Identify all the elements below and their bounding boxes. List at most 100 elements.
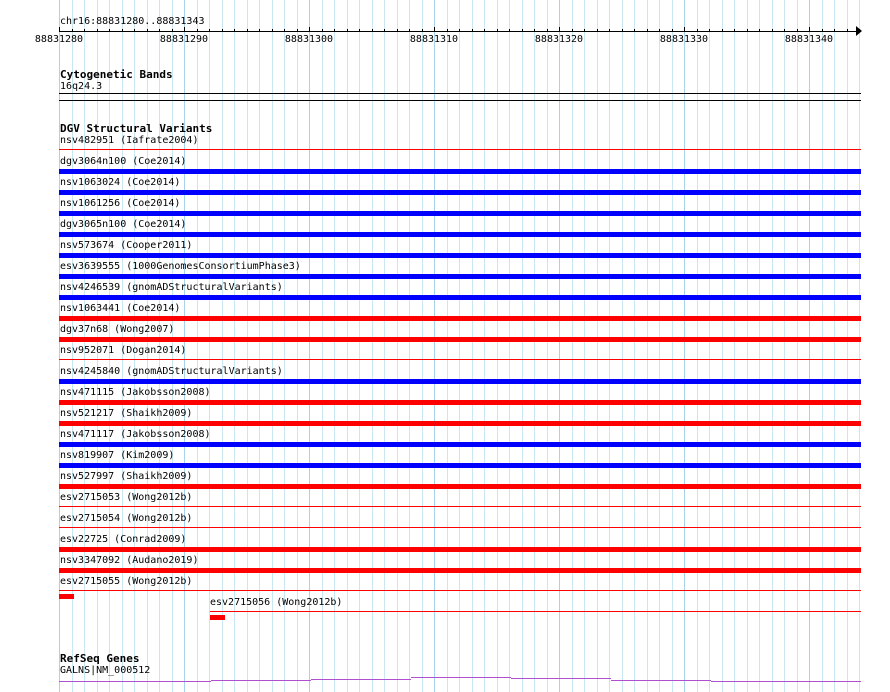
variant-bar[interactable]: [59, 295, 861, 300]
minor-tick: [546, 29, 548, 32]
cytoband-track-title[interactable]: Cytogenetic Bands: [60, 68, 173, 81]
minor-tick: [296, 29, 298, 32]
minor-tick: [634, 29, 635, 32]
gene-segment[interactable]: [511, 678, 611, 679]
variant-label[interactable]: dgv3065n100 (Coe2014): [60, 219, 187, 230]
grid-line: [234, 0, 235, 692]
variant-bar[interactable]: [59, 149, 861, 150]
variant-bar[interactable]: [59, 359, 861, 360]
variant-bar[interactable]: [59, 169, 861, 174]
variant-label[interactable]: dgv3064n100 (Coe2014): [60, 156, 187, 167]
grid-line: [334, 0, 335, 692]
variant-bar[interactable]: [59, 506, 861, 507]
variant-label[interactable]: nsv819907 (Kim2009): [60, 450, 175, 461]
variant-feature-block[interactable]: [210, 615, 225, 620]
variant-label[interactable]: nsv3347092 (Audano2019): [60, 555, 199, 566]
grid-line: [121, 0, 123, 692]
minor-tick: [659, 29, 660, 32]
gene-label[interactable]: GALNS|NM_000512: [60, 665, 151, 676]
gene-segment[interactable]: [611, 680, 711, 681]
variant-bar[interactable]: [59, 253, 861, 258]
grid-line: [309, 0, 310, 692]
variant-label[interactable]: nsv573674 (Cooper2011): [60, 240, 193, 251]
grid-line: [634, 0, 635, 692]
variant-label[interactable]: esv2715056 (Wong2012b): [210, 597, 343, 608]
cytoband-label: 16q24.3: [60, 81, 103, 92]
minor-tick: [621, 29, 623, 32]
grid-line: [371, 0, 373, 692]
grid-line: [434, 0, 435, 692]
variant-bar[interactable]: [59, 400, 861, 405]
variant-label[interactable]: dgv37n68 (Wong2007): [60, 324, 175, 335]
minor-tick: [496, 29, 498, 32]
variant-bar[interactable]: [59, 274, 861, 279]
minor-tick: [146, 29, 148, 32]
grid-line: [571, 0, 573, 692]
grid-line: [196, 0, 198, 692]
variant-bar[interactable]: [59, 379, 861, 384]
variant-bar[interactable]: [59, 463, 861, 468]
variant-bar[interactable]: [210, 611, 861, 612]
variant-label[interactable]: nsv471115 (Jakobsson2008): [60, 387, 211, 398]
grid-line: [734, 0, 735, 692]
minor-tick: [721, 29, 723, 32]
gene-segment[interactable]: [211, 680, 311, 681]
major-tick: [434, 27, 435, 32]
variant-label[interactable]: nsv482951 (Iafrate2004): [60, 135, 199, 146]
variant-bar[interactable]: [59, 484, 861, 489]
major-tick: [684, 27, 685, 32]
grid-line: [809, 0, 810, 692]
grid-line: [721, 0, 723, 692]
grid-line: [621, 0, 623, 692]
grid-line: [246, 0, 248, 692]
variant-label[interactable]: esv22725 (Conrad2009): [60, 534, 187, 545]
minor-tick: [209, 29, 210, 32]
variant-label[interactable]: esv2715054 (Wong2012b): [60, 513, 193, 524]
variant-label[interactable]: nsv471117 (Jakobsson2008): [60, 429, 211, 440]
grid-line: [71, 0, 73, 692]
variant-label[interactable]: nsv1063441 (Coe2014): [60, 303, 181, 314]
variant-bar[interactable]: [59, 337, 861, 342]
dgv-track-title[interactable]: DGV Structural Variants: [60, 122, 213, 135]
gene-segment[interactable]: [411, 677, 511, 678]
grid-line: [384, 0, 385, 692]
gene-segment[interactable]: [59, 681, 211, 682]
grid-line: [759, 0, 760, 692]
gene-segment[interactable]: [311, 679, 411, 680]
variant-label[interactable]: nsv4245840 (gnomADStructuralVariants): [60, 366, 283, 377]
grid-line: [796, 0, 798, 692]
variant-label[interactable]: esv2715053 (Wong2012b): [60, 492, 193, 503]
grid-line: [659, 0, 660, 692]
variant-label[interactable]: nsv1061256 (Coe2014): [60, 198, 181, 209]
minor-tick: [671, 29, 673, 32]
major-tick: [184, 27, 185, 32]
minor-tick: [484, 29, 485, 32]
grid-line: [671, 0, 673, 692]
grid-line: [159, 0, 160, 692]
grid-line: [471, 0, 473, 692]
variant-bar[interactable]: [59, 442, 861, 447]
variant-label[interactable]: esv3639555 (1000GenomesConsortiumPhase3): [60, 261, 301, 272]
variant-label[interactable]: nsv1063024 (Coe2014): [60, 177, 181, 188]
variant-bar[interactable]: [59, 547, 861, 552]
variant-label[interactable]: esv2715055 (Wong2012b): [60, 576, 193, 587]
variant-bar[interactable]: [59, 590, 861, 591]
variant-bar[interactable]: [59, 527, 861, 528]
variant-label[interactable]: nsv527997 (Shaikh2009): [60, 471, 193, 482]
variant-bar[interactable]: [59, 211, 861, 216]
variant-label[interactable]: nsv952071 (Dogan2014): [60, 345, 187, 356]
variant-bar[interactable]: [59, 568, 861, 573]
variant-bar[interactable]: [59, 421, 861, 426]
gene-segment[interactable]: [711, 681, 861, 682]
variant-bar[interactable]: [59, 316, 861, 321]
refseq-track-title[interactable]: RefSeq Genes: [60, 652, 140, 665]
variant-label[interactable]: nsv4246539 (gnomADStructuralVariants): [60, 282, 283, 293]
variant-feature-block[interactable]: [59, 594, 74, 599]
grid-line: [559, 0, 560, 692]
minor-tick: [846, 29, 848, 32]
variant-bar[interactable]: [59, 190, 861, 195]
minor-tick: [121, 29, 123, 32]
variant-label[interactable]: nsv521217 (Shaikh2009): [60, 408, 193, 419]
variant-bar[interactable]: [59, 232, 861, 237]
grid-line: [746, 0, 748, 692]
